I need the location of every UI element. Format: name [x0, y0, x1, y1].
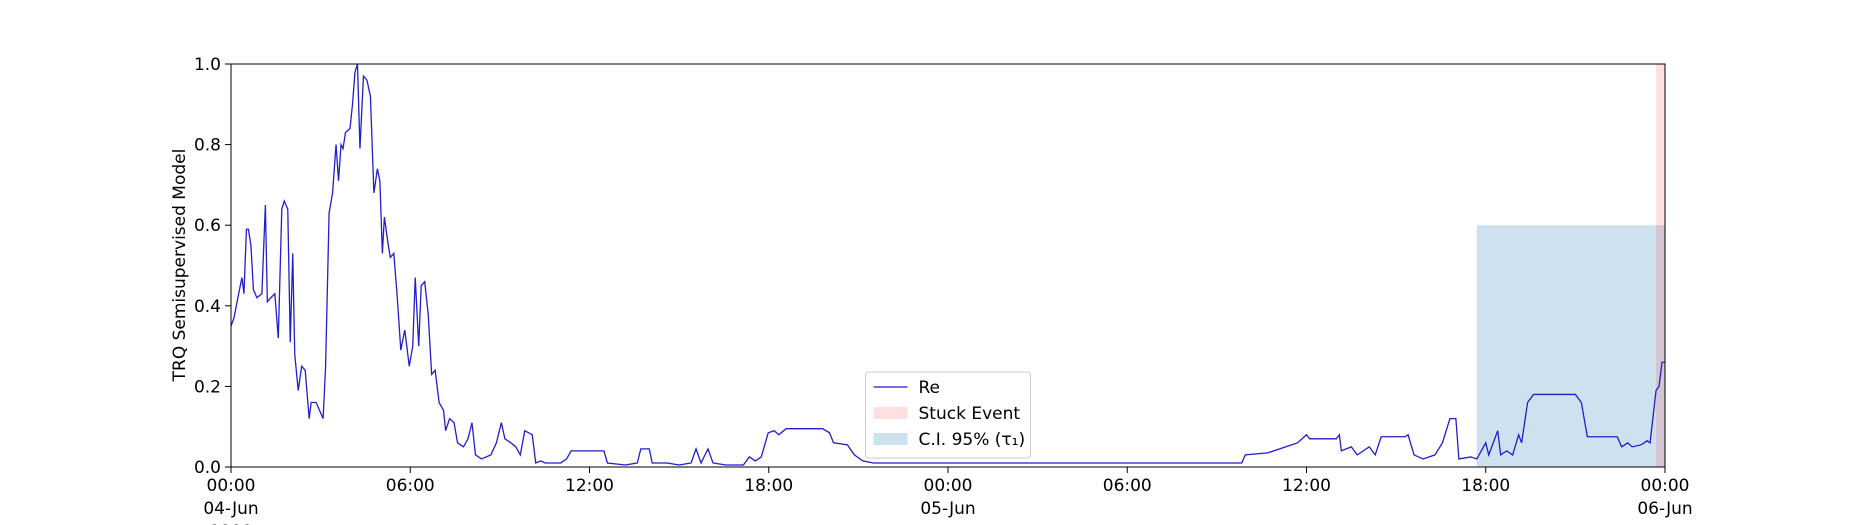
y-tick-label: 1.0	[194, 55, 221, 75]
y-tick-label: 0.8	[194, 136, 221, 156]
x-tick-label: 06:00	[386, 476, 435, 496]
legend-swatch	[873, 433, 908, 445]
x-tick-label: 00:00 06-Jun	[1637, 476, 1692, 519]
x-tick-label: 06:00	[1103, 476, 1152, 496]
y-tick-label: 0.4	[194, 297, 221, 317]
legend-label: Stuck Event	[919, 404, 1021, 424]
y-axis-label: TRQ Semisupervised Model	[170, 149, 190, 383]
y-tick-label: 0.0	[194, 458, 221, 478]
x-tick-label: 00:00 05-Jun	[920, 476, 975, 519]
legend-label: Re	[919, 378, 941, 398]
y-tick-label: 0.2	[194, 377, 221, 397]
x-tick-label: 18:00	[1461, 476, 1510, 496]
y-tick-label: 0.6	[194, 216, 221, 236]
data-line	[230, 63, 1665, 466]
x-tick-label: 12:00	[565, 476, 614, 496]
x-tick-label: 12:00	[1282, 476, 1331, 496]
span	[1656, 64, 1665, 467]
legend-swatch	[873, 407, 908, 419]
span	[1476, 225, 1665, 467]
legend-box	[865, 371, 1031, 459]
legend-label: C.I. 95% (τ₁)	[919, 430, 1026, 450]
x-tick-label: 18:00	[744, 476, 793, 496]
